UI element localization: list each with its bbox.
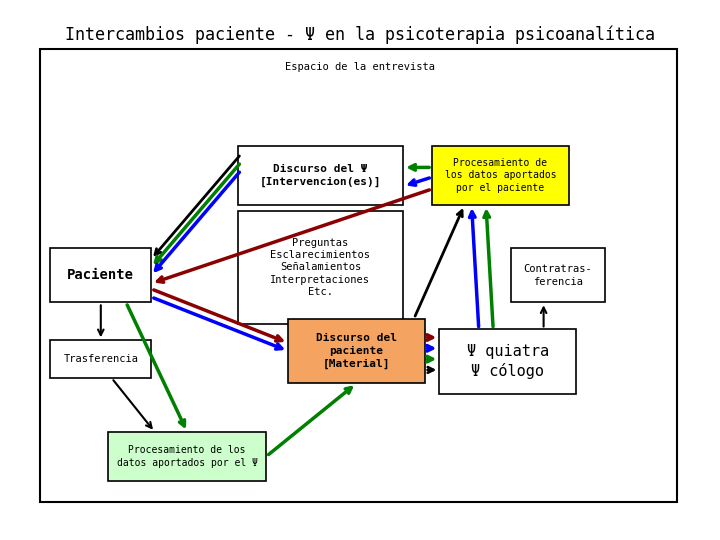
Text: Espacio de la entrevista: Espacio de la entrevista (285, 63, 435, 72)
Text: Trasferencia: Trasferencia (63, 354, 138, 364)
FancyBboxPatch shape (288, 319, 425, 383)
FancyBboxPatch shape (238, 211, 403, 324)
Text: Procesamiento de los
datos aportados por el Ψ: Procesamiento de los datos aportados por… (117, 445, 258, 468)
FancyBboxPatch shape (238, 146, 403, 205)
Text: Discurso del
paciente
[Material]: Discurso del paciente [Material] (316, 333, 397, 368)
Text: Intercambios paciente - Ψ en la psicoterapia psicoanalítica: Intercambios paciente - Ψ en la psicoter… (65, 26, 655, 44)
Text: Paciente: Paciente (67, 268, 135, 282)
Text: Contratras-
ferencia: Contratras- ferencia (523, 264, 593, 287)
Text: Discurso del Ψ
[Intervencion(es)]: Discurso del Ψ [Intervencion(es)] (260, 164, 381, 187)
Text: Preguntas
Esclarecimientos
Señalamientos
Interpretaciones
Etc.: Preguntas Esclarecimientos Señalamientos… (271, 238, 370, 297)
FancyBboxPatch shape (50, 340, 151, 378)
FancyBboxPatch shape (511, 248, 605, 302)
FancyBboxPatch shape (40, 49, 677, 502)
FancyBboxPatch shape (432, 146, 569, 205)
FancyBboxPatch shape (108, 432, 266, 481)
Text: Procesamiento de
los datos aportados
por el paciente: Procesamiento de los datos aportados por… (444, 158, 557, 193)
FancyBboxPatch shape (50, 248, 151, 302)
FancyBboxPatch shape (439, 329, 576, 394)
Text: Ψ quiatra
Ψ cólogo: Ψ quiatra Ψ cólogo (467, 345, 549, 379)
